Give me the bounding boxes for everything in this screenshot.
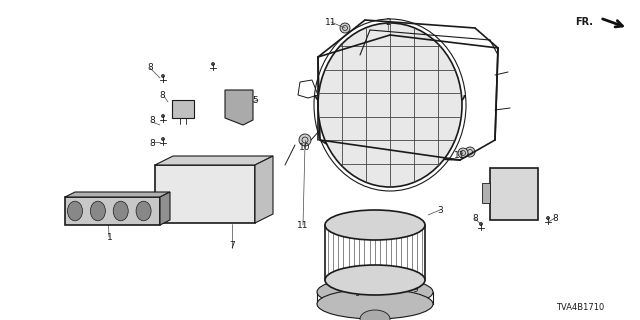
Bar [172,100,194,118]
Text: 6: 6 [517,201,523,210]
Text: 7: 7 [229,241,235,250]
Circle shape [161,115,164,117]
Circle shape [399,279,401,283]
Ellipse shape [67,201,83,221]
Ellipse shape [317,289,433,319]
Ellipse shape [113,201,128,221]
Ellipse shape [360,310,390,320]
Ellipse shape [90,201,106,221]
Polygon shape [65,197,160,225]
Circle shape [465,147,475,157]
Circle shape [493,171,497,175]
Bar [490,168,538,220]
Text: 9: 9 [412,285,418,294]
Polygon shape [155,156,273,165]
Circle shape [531,213,535,217]
Polygon shape [225,90,253,125]
Text: 1: 1 [107,233,113,242]
Text: 8: 8 [552,213,558,222]
Circle shape [349,284,351,287]
Circle shape [299,134,311,146]
Circle shape [458,148,468,158]
Text: TVA4B1710: TVA4B1710 [556,303,604,313]
Text: 8: 8 [159,91,165,100]
Ellipse shape [325,210,425,240]
Circle shape [211,62,214,66]
Polygon shape [255,156,273,223]
Text: 11: 11 [454,150,466,159]
Text: 8: 8 [149,116,155,124]
Text: 8: 8 [149,139,155,148]
Circle shape [161,75,164,77]
Text: 11: 11 [297,220,308,229]
Ellipse shape [317,277,433,307]
Text: 10: 10 [300,142,311,151]
Text: 3: 3 [437,205,443,214]
Text: 9: 9 [354,289,360,298]
Text: 8: 8 [147,62,153,71]
Bar [482,183,490,203]
Text: 2: 2 [385,18,391,27]
Circle shape [340,23,350,33]
Circle shape [161,138,164,140]
Text: 5: 5 [252,95,258,105]
Ellipse shape [136,201,151,221]
Ellipse shape [318,23,462,187]
Text: 8: 8 [472,213,478,222]
Polygon shape [160,192,170,225]
Circle shape [547,217,550,220]
Circle shape [479,222,483,226]
Bar [155,165,255,223]
Text: FR.: FR. [575,17,593,27]
Text: 11: 11 [325,18,337,27]
Ellipse shape [325,265,425,295]
Circle shape [531,171,535,175]
Text: 4: 4 [179,106,185,115]
Polygon shape [65,192,170,197]
Circle shape [493,213,497,217]
